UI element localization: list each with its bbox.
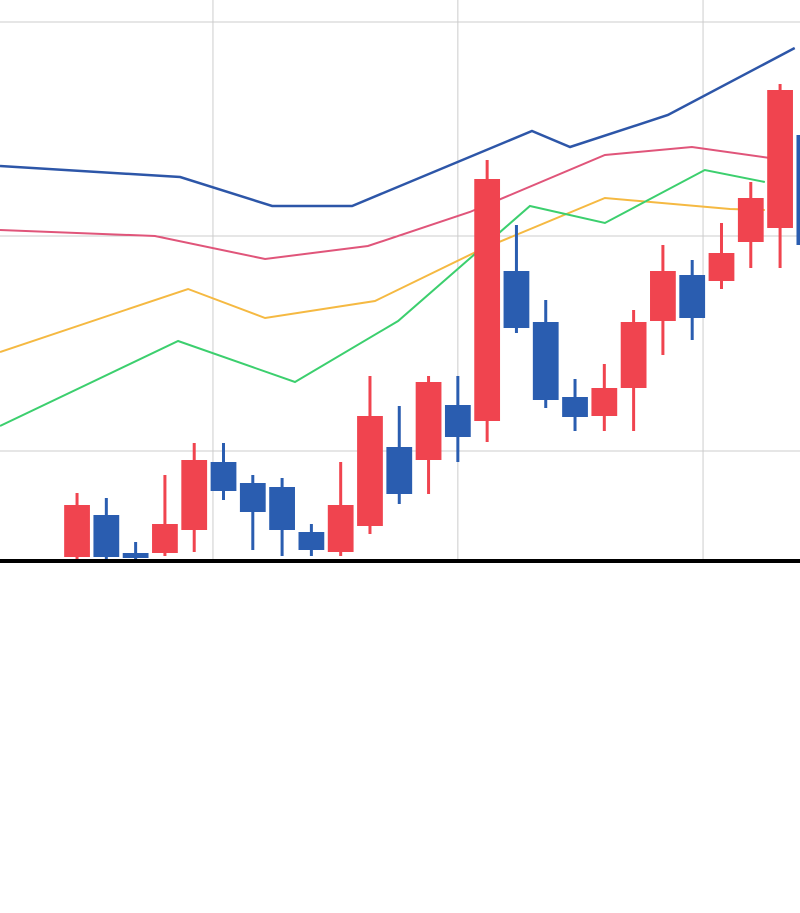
candle-body [269, 487, 295, 530]
candle-body [64, 505, 90, 557]
candle-body [327, 505, 354, 552]
candle-body [415, 382, 442, 460]
candle-body [650, 271, 676, 321]
candle-body [239, 483, 266, 512]
candle-body [708, 253, 735, 281]
candle-body [210, 462, 237, 491]
moving-average-line [0, 46, 796, 208]
candle-body [444, 405, 471, 437]
candle-body [474, 179, 501, 421]
candle-body [796, 135, 800, 245]
candle-body [93, 515, 120, 557]
candle-body [357, 416, 383, 526]
candle-body [620, 322, 647, 388]
candle-body [181, 460, 208, 530]
candle-body [503, 271, 530, 328]
candle-body [298, 532, 325, 550]
moving-average-line [0, 168, 766, 427]
candle-body [737, 198, 764, 242]
candle-body [591, 388, 618, 416]
candle-body [122, 553, 149, 558]
candle-body [679, 275, 706, 318]
candle-body [386, 447, 413, 494]
candle-body [562, 397, 588, 417]
candle-body [767, 90, 793, 228]
candle-body [152, 524, 178, 553]
moving-average-line [0, 196, 765, 353]
moving-average-line [0, 145, 770, 261]
candle-body [532, 322, 559, 400]
